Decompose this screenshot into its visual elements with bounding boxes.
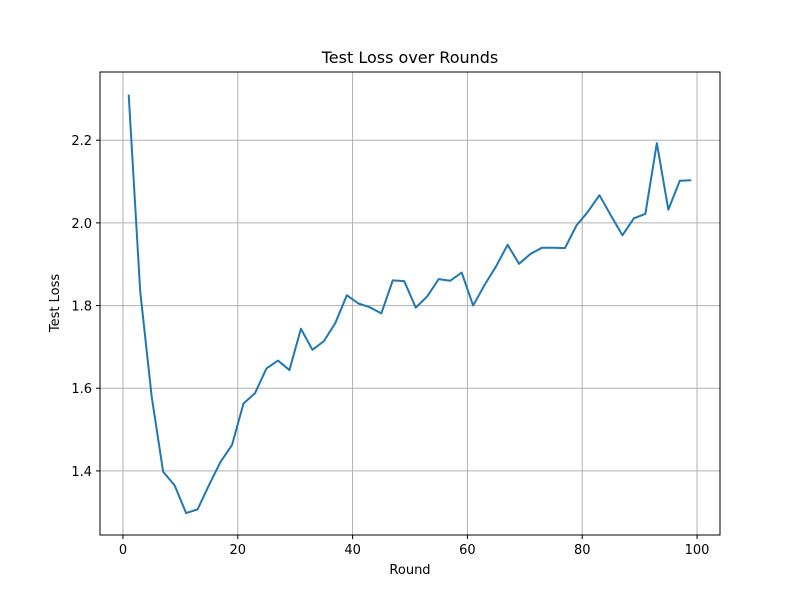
grid-lines: [100, 72, 720, 535]
x-tick-label: 100: [685, 543, 710, 558]
axis-ticks: 0 20 40 60 80 100 1.4 1.6 1.8 2.0 2.2: [71, 134, 709, 558]
chart-title: Test Loss over Rounds: [321, 48, 499, 67]
x-axis-label: Round: [389, 563, 430, 578]
y-tick-label: 1.8: [71, 300, 92, 315]
y-tick-label: 1.6: [71, 382, 92, 397]
plot-frame: [99, 71, 721, 536]
y-tick-label: 1.4: [71, 465, 92, 480]
y-axis-label: Test Loss: [48, 274, 63, 333]
x-tick-label: 40: [344, 543, 361, 558]
x-tick-label: 60: [459, 543, 476, 558]
y-tick-label: 2.0: [71, 217, 92, 232]
y-tick-label: 2.2: [71, 134, 92, 149]
x-tick-label: 80: [574, 543, 591, 558]
test-loss-series-line: [127, 94, 692, 515]
x-tick-label: 20: [230, 543, 247, 558]
x-tick-label: 0: [119, 543, 127, 558]
series-layer: [127, 94, 692, 515]
